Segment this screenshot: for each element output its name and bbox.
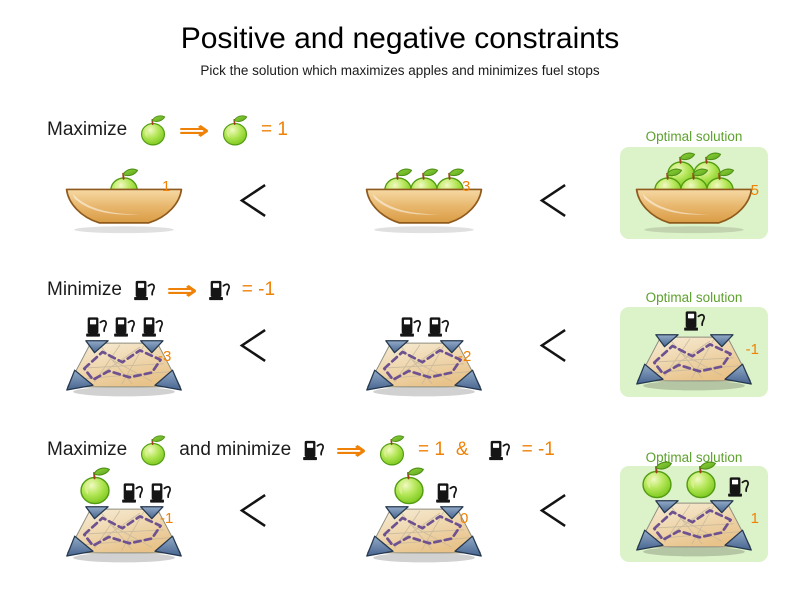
score-badge: 0 [460,510,469,527]
route-map [357,467,491,564]
score-badge: 5 [750,182,759,199]
equation-value: = -1 [521,439,555,460]
score-badge: 3 [462,178,471,195]
constraint-label: and minimize [179,439,292,460]
fuel-pump-icon [141,315,164,339]
apple-icon [220,115,250,146]
equation-value: = 1 [261,119,288,140]
page-title: Positive and negative constraints [180,22,620,55]
implies-arrow-icon: ⇒ [335,435,367,465]
score-badge: -1 [745,341,759,358]
map-icon [57,336,191,398]
less-than-icon [239,327,268,364]
optimal-panel: 1 [620,466,768,562]
apple-icon [639,461,675,499]
fuel-pump-icon [683,309,706,333]
constraint-header-maximize: Maximize ⇒ = 1 [47,109,288,151]
constraint-label: Minimize [47,279,122,300]
fuel-pump-icon [488,439,511,462]
apple-icon [391,467,427,505]
fuel-pump-icon [427,315,450,339]
map-icon [357,336,491,398]
equation-value: = -1 [241,279,276,300]
fuel-pump-icon [121,481,144,505]
less-than-icon [239,182,268,219]
less-than-icon [239,492,268,529]
bowl-of-apples [354,150,494,234]
apple-icon [138,435,168,466]
optimal-label: Optimal solution [645,450,743,465]
fuel-pump-icon [435,481,458,505]
constraint-label: Maximize [47,119,128,140]
fuel-pump-icon [302,439,325,462]
implies-arrow-icon: ⇒ [166,275,198,305]
solution-card: 3 [344,150,504,234]
implies-arrow-icon: ⇒ [178,115,210,145]
constraint-header-minimize: Minimize ⇒ = -1 [47,269,275,311]
fuel-pump-icon [113,315,136,339]
fuel-pump-icon [399,315,422,339]
bowl-of-apples [54,150,194,234]
map-icon [627,496,761,558]
less-than-icon [539,182,568,219]
optimal-panel: 5 [620,147,768,239]
map-icon [357,502,491,564]
fuel-pump-icon [208,279,231,302]
route-map [627,309,761,392]
fuel-pump-icon [133,279,156,302]
solution-card: 1 [44,150,204,234]
apple-icon [138,115,168,146]
apple-icon [377,435,407,466]
route-map [627,461,761,558]
fuel-pump-icon [727,475,750,499]
page-subtitle: Pick the solution which maximizes apples… [200,63,600,78]
solution-card: -2 [344,312,504,398]
bowl-of-apples [624,150,764,234]
constraint-label: Maximize [47,439,128,460]
score-badge: -3 [158,348,172,365]
solution-card: -3 [44,312,204,398]
solution-card: 0 [344,466,504,564]
apple-icon [683,461,719,499]
optimal-panel: -1 [620,307,768,397]
fuel-pump-icon [85,315,108,339]
less-than-icon [539,492,568,529]
score-badge: -1 [160,510,174,527]
map-icon [627,330,761,392]
solution-card: -1 [44,466,204,564]
score-badge: 1 [162,178,171,195]
less-than-icon [539,327,568,364]
equation-value: = 1 [417,439,445,460]
bowl-icon [628,186,760,234]
optimal-label: Optimal solution [645,290,743,305]
ampersand: & [455,439,469,460]
optimal-label: Optimal solution [645,129,743,144]
apple-icon [77,467,113,505]
constraint-header-combined: Maximize and minimize ⇒ = 1 & = -1 [47,429,555,471]
score-badge: 1 [750,510,759,527]
score-badge: -2 [458,348,472,365]
fuel-pump-icon [149,481,172,505]
